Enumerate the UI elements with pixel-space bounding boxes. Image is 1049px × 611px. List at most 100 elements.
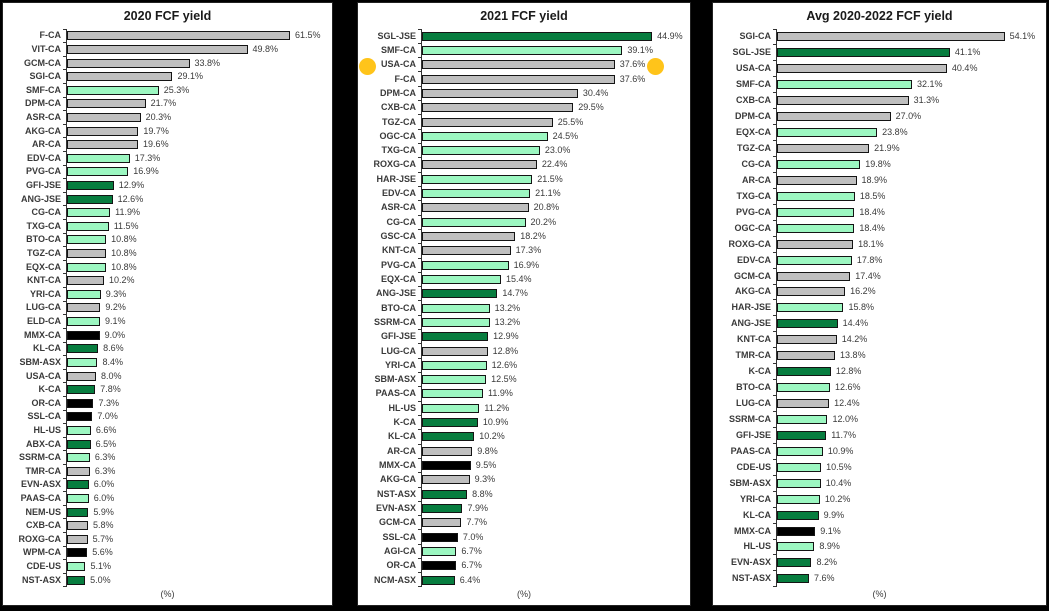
value-label: 10.5% xyxy=(826,461,852,472)
bar-k-ca xyxy=(422,418,478,428)
category-label: F-CA xyxy=(394,73,417,84)
plot-cell: 54.1% xyxy=(773,28,1042,45)
plot-cell: 19.7% xyxy=(63,123,328,138)
bar-mmx-ca xyxy=(777,526,816,536)
plot-cell: 19.8% xyxy=(773,156,1042,173)
plot-cell: 11.5% xyxy=(63,219,328,234)
bar-paas-ca xyxy=(777,446,823,456)
value-label: 32.1% xyxy=(917,79,943,90)
bar-ogc-ca xyxy=(777,223,855,233)
bar-sbm-asx xyxy=(422,375,487,385)
value-label: 12.6% xyxy=(835,382,861,393)
bar-row: AR-CA 18.9% xyxy=(715,171,1042,189)
category-label: ELD-CA xyxy=(27,316,61,327)
bar-row: EVN-ASX 6.0% xyxy=(5,477,328,492)
category-label: AR-CA xyxy=(387,445,416,456)
plot-cell: 5.9% xyxy=(63,504,328,519)
bar-abx-ca xyxy=(67,439,91,449)
value-label: 10.8% xyxy=(111,234,137,245)
value-label: 17.3% xyxy=(515,245,542,256)
plot-cell: 17.3% xyxy=(63,150,328,166)
axis-unit-label: (%) xyxy=(872,589,887,599)
bar-cg-ca xyxy=(67,208,111,218)
bar-evn-asx xyxy=(67,480,89,490)
plot-cell: 19.6% xyxy=(63,137,328,152)
value-label: 24.5% xyxy=(552,130,579,141)
bar-row: GCM-CA 17.4% xyxy=(715,267,1042,284)
value-label: 17.8% xyxy=(856,254,883,265)
bar-roxg-ca xyxy=(777,239,854,249)
value-label: 21.9% xyxy=(874,143,900,154)
bar-paas-ca xyxy=(67,494,89,504)
plot-cell: 6.7% xyxy=(418,558,686,573)
bar-k-ca xyxy=(777,367,831,377)
bar-asr-ca xyxy=(422,203,529,213)
bar-row: AGI-CA 6.7% xyxy=(360,543,686,559)
plot-cell: 14.4% xyxy=(773,315,1042,332)
category-label: CDE-US xyxy=(736,461,771,472)
bar-row: EQX-CA 15.4% xyxy=(360,271,686,287)
category-label: PVG-CA xyxy=(25,166,61,177)
value-label: 10.8% xyxy=(111,248,137,259)
bar-nem-us xyxy=(67,507,89,517)
bar-row: EDV-CA 17.3% xyxy=(5,150,328,166)
category-label: SGI-CA xyxy=(29,71,62,82)
chart-area: F-CA 61.5% VIT-CA 49.8% GCM-CA 33.8% SGI-CA 29.… xyxy=(3,27,332,589)
plot-cell: 31.3% xyxy=(773,92,1042,109)
bar-row: NCM-ASX 6.4% xyxy=(360,572,686,588)
plot-cell: 7.8% xyxy=(63,382,328,397)
bar-mmx-ca xyxy=(67,330,100,340)
plot-cell: 12.6% xyxy=(773,379,1042,396)
category-label: OGC-CA xyxy=(734,222,772,233)
category-label: SBM-ASX xyxy=(19,356,61,367)
category-label: USA-CA xyxy=(736,63,771,74)
bar-usa-ca xyxy=(777,64,947,74)
value-label: 22.4% xyxy=(541,159,568,170)
value-label: 10.4% xyxy=(825,477,852,488)
plot-cell: 20.2% xyxy=(418,214,686,230)
category-label: MMX-CA xyxy=(734,525,771,536)
value-label: 19.6% xyxy=(143,139,169,150)
value-label: 7.7% xyxy=(466,517,487,528)
value-label: 15.8% xyxy=(848,302,874,313)
bar-gcm-ca xyxy=(777,271,851,281)
category-label: DPM-CA xyxy=(380,87,416,98)
chart-panel-2020-fcf-yield: 2020 FCF yield F-CA 61.5% VIT-CA 49.8% GCM-C… xyxy=(2,2,333,606)
bar-row: ASR-CA 20.3% xyxy=(5,110,328,125)
category-label: EQX-CA xyxy=(735,127,771,138)
chart-panel-avg-2020-2022-fcf-yield: Avg 2020-2022 FCF yield SGI-CA 54.1% SGL-J… xyxy=(712,2,1047,606)
bar-row: GFI-JSE 12.9% xyxy=(5,178,328,193)
bar-wpm-ca xyxy=(67,548,88,558)
category-label: PAAS-CA xyxy=(375,388,416,399)
value-label: 18.2% xyxy=(520,231,546,242)
plot-cell: 16.2% xyxy=(773,283,1042,300)
bar-row: EVN-ASX 8.2% xyxy=(715,554,1042,571)
category-label: ANG-JSE xyxy=(20,193,61,204)
plot-cell: 20.3% xyxy=(63,110,328,125)
category-label: SBM-ASX xyxy=(729,477,771,488)
bar-tgz-ca xyxy=(67,249,107,259)
value-label: 12.9% xyxy=(118,180,145,190)
bar-row: SMF-CA 39.1% xyxy=(360,42,686,58)
bar-row: WPM-CA 5.6% xyxy=(5,545,328,560)
value-label: 15.4% xyxy=(505,273,532,284)
chart-title: 2021 FCF yield xyxy=(480,9,568,23)
plot-cell: 5.6% xyxy=(63,545,328,560)
category-label: EVN-ASX xyxy=(730,557,771,568)
bar-agi-ca xyxy=(422,546,457,556)
bar-row: SSRM-CA 13.2% xyxy=(360,314,686,330)
value-label: 25.3% xyxy=(163,84,190,95)
category-label: GCM-CA xyxy=(379,517,416,528)
bar-lug-ca xyxy=(67,303,101,313)
value-label: 9.3% xyxy=(105,288,127,299)
bar-row: KNT-CA 17.3% xyxy=(360,243,686,258)
value-label: 9.9% xyxy=(823,509,845,520)
value-label: 39.1% xyxy=(627,44,653,55)
value-label: 37.6% xyxy=(619,73,646,84)
category-label: TMR-CA xyxy=(25,465,62,476)
value-label: 18.4% xyxy=(859,206,885,217)
bar-row: ROXG-CA 18.1% xyxy=(715,235,1042,253)
bar-evn-asx xyxy=(777,558,812,568)
category-label: GFI-JSE xyxy=(380,331,416,342)
